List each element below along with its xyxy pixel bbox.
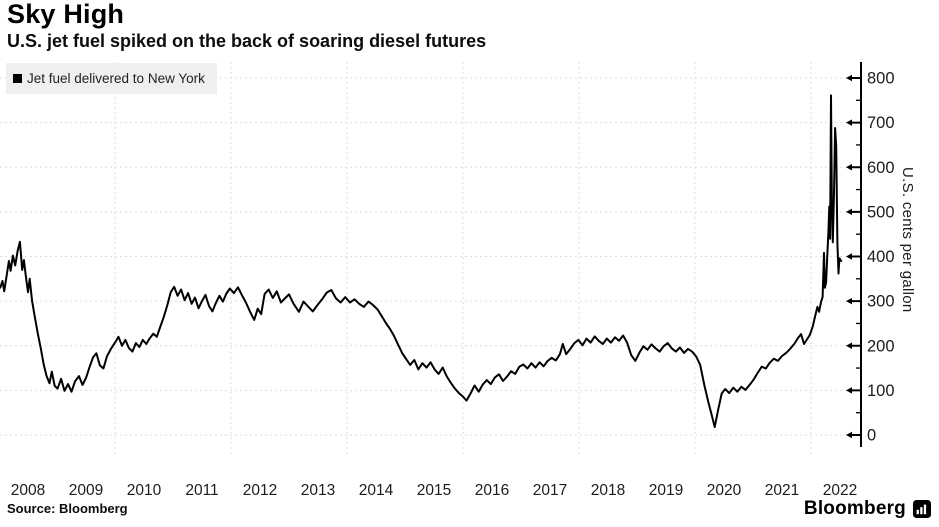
x-tick-label: 2011 — [185, 482, 218, 499]
y-tick-label: 500 — [867, 203, 895, 221]
y-tick-label: 800 — [867, 70, 895, 88]
y-tick-label: 0 — [867, 427, 876, 445]
y-tick-label: 300 — [867, 293, 895, 311]
x-tick-label: 2018 — [591, 482, 625, 499]
y-tick-arrow-icon — [846, 297, 852, 305]
y-tick-label: 700 — [867, 114, 895, 132]
x-tick-label: 2017 — [533, 482, 567, 499]
y-tick-arrow-icon — [846, 208, 852, 216]
y-tick-arrow-icon — [846, 74, 852, 82]
x-tick-label: 2009 — [69, 482, 103, 499]
y-axis-title: U.S. cents per gallon — [899, 167, 916, 313]
x-tick-label: 2016 — [475, 482, 509, 499]
y-tick-arrow-icon — [846, 164, 852, 171]
y-tick-label: 600 — [867, 159, 895, 177]
bloomberg-wordmark: Bloomberg — [803, 498, 906, 519]
x-tick-label: 2014 — [359, 482, 394, 499]
x-tick-label: 2013 — [301, 482, 335, 499]
y-tick-arrow-icon — [846, 119, 852, 126]
x-tick-label: 2019 — [649, 482, 683, 499]
page-title: Sky High — [7, 0, 125, 29]
y-tick-label: 100 — [867, 382, 895, 400]
x-tick-label: 2010 — [127, 482, 162, 499]
x-tick-label: 2008 — [11, 482, 45, 499]
x-tick-label: 2021 — [765, 482, 799, 499]
legend-label: Jet fuel delivered to New York — [27, 71, 205, 86]
y-tick-label: 200 — [867, 337, 895, 355]
y-tick-arrow-icon — [846, 342, 852, 349]
series-line — [0, 94, 843, 428]
y-tick-arrow-icon — [846, 431, 852, 439]
bloomberg-chart-icon — [913, 500, 931, 518]
y-tick-arrow-icon — [846, 253, 852, 260]
x-tick-label: 2015 — [417, 482, 451, 499]
x-tick-label: 2012 — [243, 482, 277, 499]
y-tick-arrow-icon — [846, 387, 852, 394]
legend-square-marker-icon — [13, 74, 22, 83]
bloomberg-branding: Bloomberg — [804, 498, 931, 520]
page-subtitle: U.S. jet fuel spiked on the back of soar… — [7, 31, 487, 51]
legend: Jet fuel delivered to New York — [6, 63, 217, 94]
source-attribution: Source: Bloomberg — [7, 501, 128, 516]
x-tick-label: 2020 — [707, 482, 742, 499]
y-tick-label: 400 — [867, 248, 895, 266]
x-tick-label: 2022 — [823, 482, 857, 499]
